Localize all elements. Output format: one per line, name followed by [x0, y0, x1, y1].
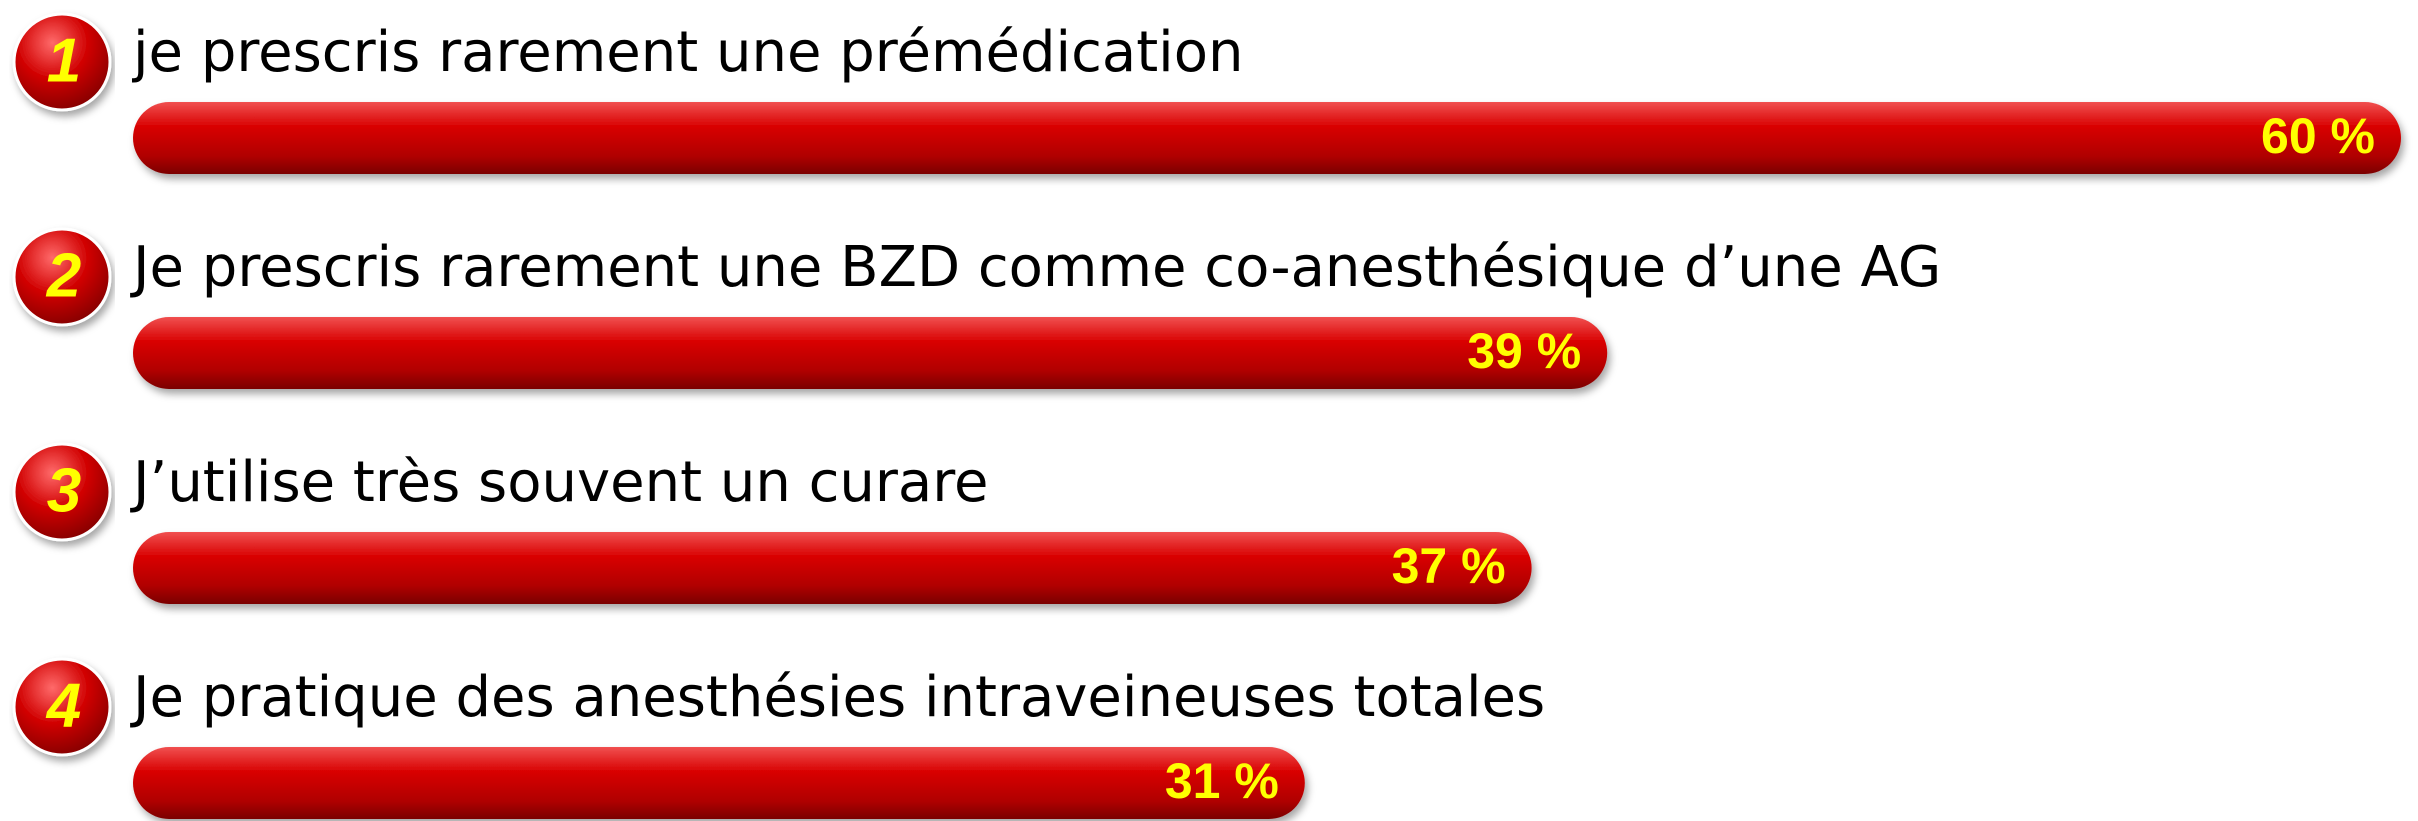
bar: [133, 102, 2401, 174]
badge-label: 4: [45, 671, 81, 740]
category-label: Je pratique des anesthésies intraveineus…: [130, 665, 1545, 730]
badge-label: 3: [47, 456, 81, 525]
bar: [133, 532, 1532, 604]
badge: [12, 657, 112, 757]
badge: [12, 442, 112, 542]
category-label: J’utilise très souvent un curare: [130, 450, 988, 515]
value-label: 60 %: [2261, 108, 2375, 164]
bar: [133, 317, 1608, 389]
value-label: 39 %: [1467, 323, 1581, 379]
category-label: je prescris rarement une prémédication: [131, 20, 1243, 85]
badge-label: 2: [46, 241, 81, 310]
bar: [133, 747, 1305, 819]
category-label: Je prescris rarement une BZD comme co-an…: [130, 235, 1941, 300]
badge: [12, 227, 112, 327]
value-label: 31 %: [1165, 753, 1279, 809]
badge-label: 1: [47, 26, 81, 95]
value-label: 37 %: [1392, 538, 1506, 594]
badge: [12, 12, 112, 112]
